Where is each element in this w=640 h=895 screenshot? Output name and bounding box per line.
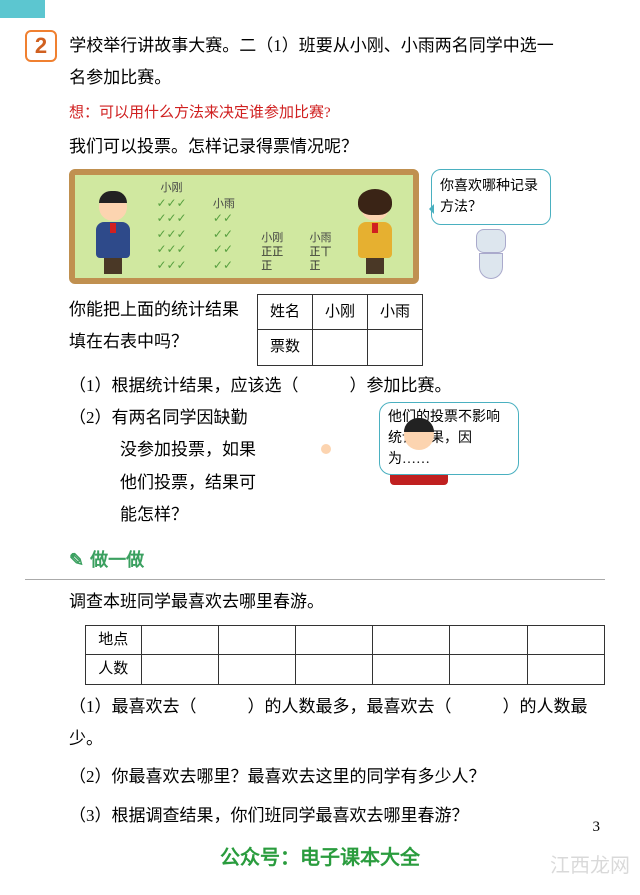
blank-cell[interactable] <box>373 655 450 685</box>
watermark: 江西龙网 <box>550 847 630 885</box>
vote-intro: 我们可以投票。怎样记录得票情况呢？ <box>69 131 605 163</box>
sub-question-1: （1）根据统计结果，应该选（ ）参加比赛。 <box>69 370 605 402</box>
chalkboard: 小刚 ✓✓✓ ✓✓✓ ✓✓✓ ✓✓✓ ✓✓✓ 小雨 ✓✓ ✓✓ ✓✓ ✓✓ 小刚… <box>69 169 419 283</box>
survey-table: 地点 人数 <box>85 625 605 685</box>
result-table: 姓名 小刚 小雨 票数 <box>257 294 423 366</box>
do-q2: （2）你最喜欢去哪里？最喜欢去这里的同学有多少人？ <box>69 761 605 793</box>
thought-bubble: 他们的投票不影响统计结果，因为…… <box>379 402 519 475</box>
table-row-votes: 票数 <box>258 330 313 366</box>
do-q1: （1）最喜欢去（ ）的人数最多，最喜欢去（ ）的人数最少。 <box>69 691 605 756</box>
blank-cell[interactable] <box>296 655 373 685</box>
think-prompt: 想：可以用什么方法来决定谁参加比赛? <box>69 99 605 128</box>
blank-cell[interactable] <box>368 330 423 366</box>
sub-question-2-row: （2）有两名同学因缺勤 没参加投票，如果 他们投票，结果可 能怎样？ 他们的投票… <box>69 402 605 531</box>
blank-cell[interactable] <box>141 655 218 685</box>
footer-credit: 公众号：电子课本大全 <box>0 839 640 877</box>
think-label: 想： <box>69 105 99 121</box>
robot-speech-bubble: 你喜欢哪种记录方法？ <box>431 169 551 225</box>
do-section-header: ✎做一做 <box>25 539 605 580</box>
girl-illustration <box>358 193 392 274</box>
blank-cell[interactable] <box>296 625 373 655</box>
blank-cell[interactable] <box>313 330 368 366</box>
fill-prompt-row: 你能把上面的统计结果 填在右表中吗？ 姓名 小刚 小雨 票数 <box>69 294 605 366</box>
question-intro: 学校举行讲故事大赛。二（1）班要从小刚、小雨两名同学中选一名参加比赛。 <box>69 30 569 95</box>
row-place-label: 地点 <box>86 625 142 655</box>
tally-col-1: 小刚 ✓✓✓ ✓✓✓ ✓✓✓ ✓✓✓ ✓✓✓ <box>156 181 186 273</box>
table-hdr-xiaoyu: 小雨 <box>368 294 423 330</box>
row-count-label: 人数 <box>86 655 142 685</box>
fill-prompt-text: 你能把上面的统计结果 填在右表中吗？ <box>69 294 239 359</box>
blank-cell[interactable] <box>373 625 450 655</box>
do-intro: 调查本班同学最喜欢去哪里春游。 <box>69 586 605 618</box>
tally-col-2: 小雨 ✓✓ ✓✓ ✓✓ ✓✓ <box>213 197 235 274</box>
pencil-icon: ✎ <box>69 550 84 570</box>
blank-cell[interactable] <box>527 655 604 685</box>
question-block: 2 学校举行讲故事大赛。二（1）班要从小刚、小雨两名同学中选一名参加比赛。 <box>25 30 605 95</box>
table-hdr-xiaogang: 小刚 <box>313 294 368 330</box>
page-corner-decoration <box>0 0 45 18</box>
tally-col-3: 小刚 正正 正 <box>261 231 283 274</box>
sub-question-2-text: （2）有两名同学因缺勤 没参加投票，如果 他们投票，结果可 能怎样？ <box>69 402 289 531</box>
tally-col-4: 小雨 正丅 正 <box>310 231 332 274</box>
think-body: 可以用什么方法来决定谁参加比赛? <box>99 105 331 121</box>
do-q3: （3）根据调查结果，你们班同学最喜欢去哪里春游？ <box>69 800 605 832</box>
robot-icon <box>431 229 551 279</box>
boy-illustration <box>96 193 130 274</box>
table-hdr-name: 姓名 <box>258 294 313 330</box>
thinking-boy-illustration: 他们的投票不影响统计结果，因为…… <box>299 402 539 485</box>
blank-cell[interactable] <box>450 625 527 655</box>
blank-cell[interactable] <box>218 655 295 685</box>
robot-with-speech: 你喜欢哪种记录方法？ <box>431 169 551 279</box>
blank-cell[interactable] <box>218 625 295 655</box>
page-number: 3 <box>593 813 601 842</box>
blank-cell[interactable] <box>527 625 604 655</box>
question-number-badge: 2 <box>25 30 57 62</box>
blank-cell[interactable] <box>141 625 218 655</box>
illustration-row: 小刚 ✓✓✓ ✓✓✓ ✓✓✓ ✓✓✓ ✓✓✓ 小雨 ✓✓ ✓✓ ✓✓ ✓✓ 小刚… <box>69 169 605 283</box>
blank-cell[interactable] <box>450 655 527 685</box>
